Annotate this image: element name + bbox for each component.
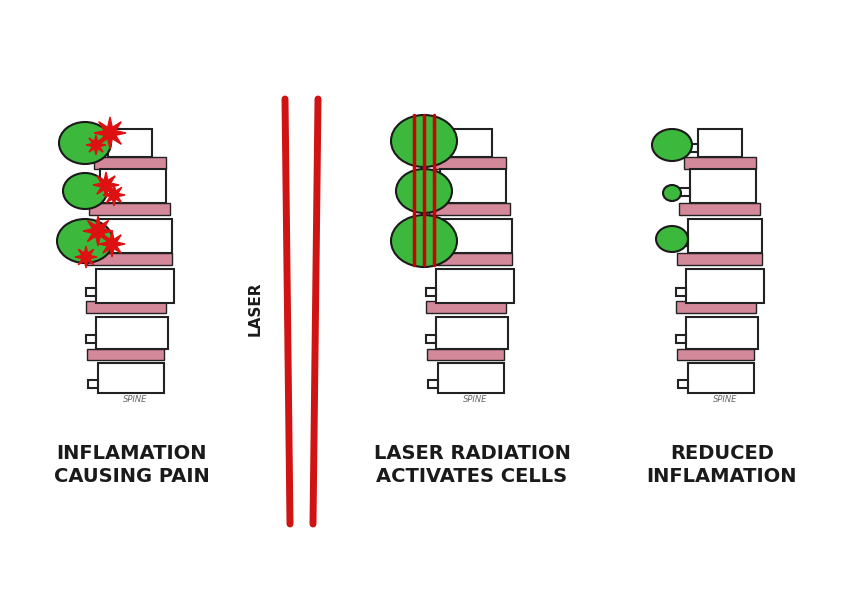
Polygon shape: [427, 349, 504, 360]
Polygon shape: [677, 253, 762, 265]
Polygon shape: [93, 172, 119, 198]
Polygon shape: [88, 363, 164, 393]
Text: INFLAMATION
CAUSING PAIN: INFLAMATION CAUSING PAIN: [54, 444, 210, 486]
Polygon shape: [83, 216, 113, 246]
Polygon shape: [438, 129, 492, 157]
Polygon shape: [94, 117, 126, 149]
Ellipse shape: [656, 226, 688, 252]
Ellipse shape: [63, 173, 107, 209]
Polygon shape: [677, 349, 754, 360]
Polygon shape: [428, 219, 512, 253]
Polygon shape: [103, 184, 125, 206]
Polygon shape: [86, 269, 174, 303]
Polygon shape: [75, 246, 97, 268]
Polygon shape: [676, 269, 764, 303]
Polygon shape: [426, 301, 506, 313]
Text: SPINE: SPINE: [713, 395, 737, 404]
Polygon shape: [434, 157, 506, 169]
Text: SPINE: SPINE: [463, 395, 487, 404]
Text: LASER: LASER: [247, 282, 263, 336]
Polygon shape: [688, 129, 742, 157]
Text: LASER RADIATION
ACTIVATES CELLS: LASER RADIATION ACTIVATES CELLS: [374, 444, 570, 486]
Polygon shape: [684, 157, 756, 169]
Polygon shape: [87, 349, 164, 360]
Polygon shape: [86, 301, 166, 313]
Polygon shape: [89, 203, 170, 215]
Ellipse shape: [652, 129, 692, 161]
Polygon shape: [678, 363, 754, 393]
Polygon shape: [676, 301, 756, 313]
Polygon shape: [427, 253, 512, 265]
Polygon shape: [676, 317, 758, 349]
Text: SPINE: SPINE: [123, 395, 147, 404]
Polygon shape: [88, 219, 172, 253]
Polygon shape: [86, 317, 168, 349]
Polygon shape: [429, 203, 510, 215]
Polygon shape: [426, 317, 508, 349]
Polygon shape: [99, 231, 125, 257]
Polygon shape: [426, 269, 514, 303]
Polygon shape: [430, 169, 506, 203]
Polygon shape: [678, 219, 762, 253]
Polygon shape: [94, 157, 166, 169]
Polygon shape: [98, 129, 152, 157]
Polygon shape: [87, 253, 172, 265]
Ellipse shape: [391, 115, 457, 167]
Polygon shape: [90, 169, 166, 203]
Polygon shape: [428, 363, 504, 393]
Polygon shape: [680, 169, 756, 203]
Ellipse shape: [663, 185, 681, 201]
Ellipse shape: [59, 122, 111, 164]
Ellipse shape: [396, 169, 452, 213]
Ellipse shape: [391, 215, 457, 267]
Polygon shape: [679, 203, 760, 215]
Polygon shape: [86, 135, 106, 155]
Text: REDUCED
INFLAMATION: REDUCED INFLAMATION: [647, 444, 797, 486]
Ellipse shape: [57, 219, 113, 263]
